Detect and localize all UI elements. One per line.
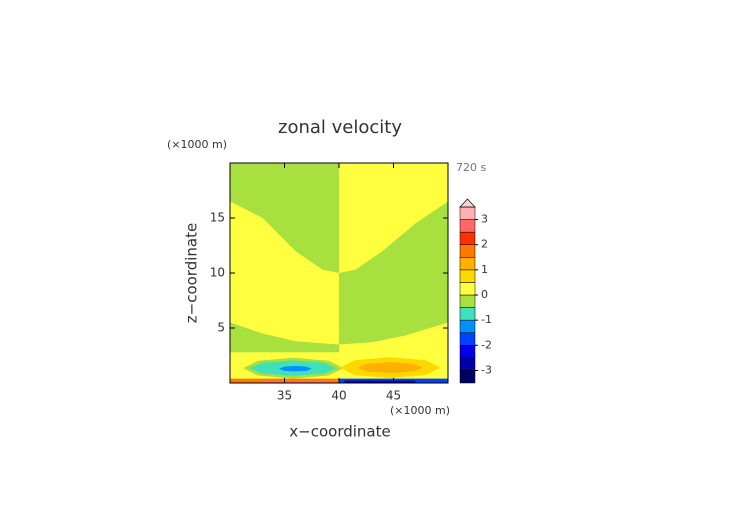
y-axis-label: z−coordinate — [183, 223, 201, 323]
colorbar-segment — [459, 332, 476, 346]
y-tick-label: 15 — [210, 211, 225, 225]
colorbar-tick-label: 2 — [481, 238, 488, 251]
x-tick-label: 45 — [386, 389, 401, 403]
colorbar-tick-label: -1 — [481, 313, 492, 326]
contour-region — [230, 163, 339, 273]
colorbar-segment — [459, 282, 476, 296]
y-tick-label: 10 — [210, 266, 225, 280]
x-tick-label: 35 — [277, 389, 292, 403]
x-tick-label: 40 — [331, 389, 346, 403]
colorbar-segment — [459, 219, 476, 233]
contour-region — [279, 365, 312, 372]
colorbar-segment — [459, 244, 476, 258]
x-unit: (×1000 m) — [390, 404, 450, 417]
colorbar-segment — [459, 357, 476, 371]
colorbar-segment — [459, 370, 476, 384]
colorbar-segment — [459, 307, 476, 321]
contour-region — [344, 380, 416, 383]
colorbar-segment — [459, 294, 476, 308]
contour-region — [262, 380, 334, 383]
y-tick-label: 5 — [217, 321, 225, 335]
colorbar-segment — [459, 319, 476, 333]
colorbar-segment — [459, 231, 476, 245]
contour-region — [339, 201, 448, 345]
chart-title: zonal velocity — [278, 117, 402, 138]
colorbar-tick-label: -3 — [481, 363, 492, 376]
colorbar-segment — [459, 257, 476, 271]
colorbar-tick-label: 1 — [481, 263, 488, 276]
colorbar-segment — [459, 345, 476, 359]
colorbar-segment — [459, 269, 476, 283]
y-unit: (×1000 m) — [167, 138, 227, 151]
colorbar-segment — [459, 206, 476, 220]
colorbar-tick-label: -2 — [481, 338, 492, 351]
x-axis-label: x−coordinate — [289, 423, 390, 441]
contour-region — [230, 322, 339, 353]
contour-region — [357, 362, 423, 374]
colorbar-extension — [459, 198, 476, 208]
colorbar-tick-label: 3 — [481, 213, 488, 226]
time-label: 720 s — [456, 161, 486, 174]
colorbar-tick-label: 0 — [481, 288, 488, 301]
